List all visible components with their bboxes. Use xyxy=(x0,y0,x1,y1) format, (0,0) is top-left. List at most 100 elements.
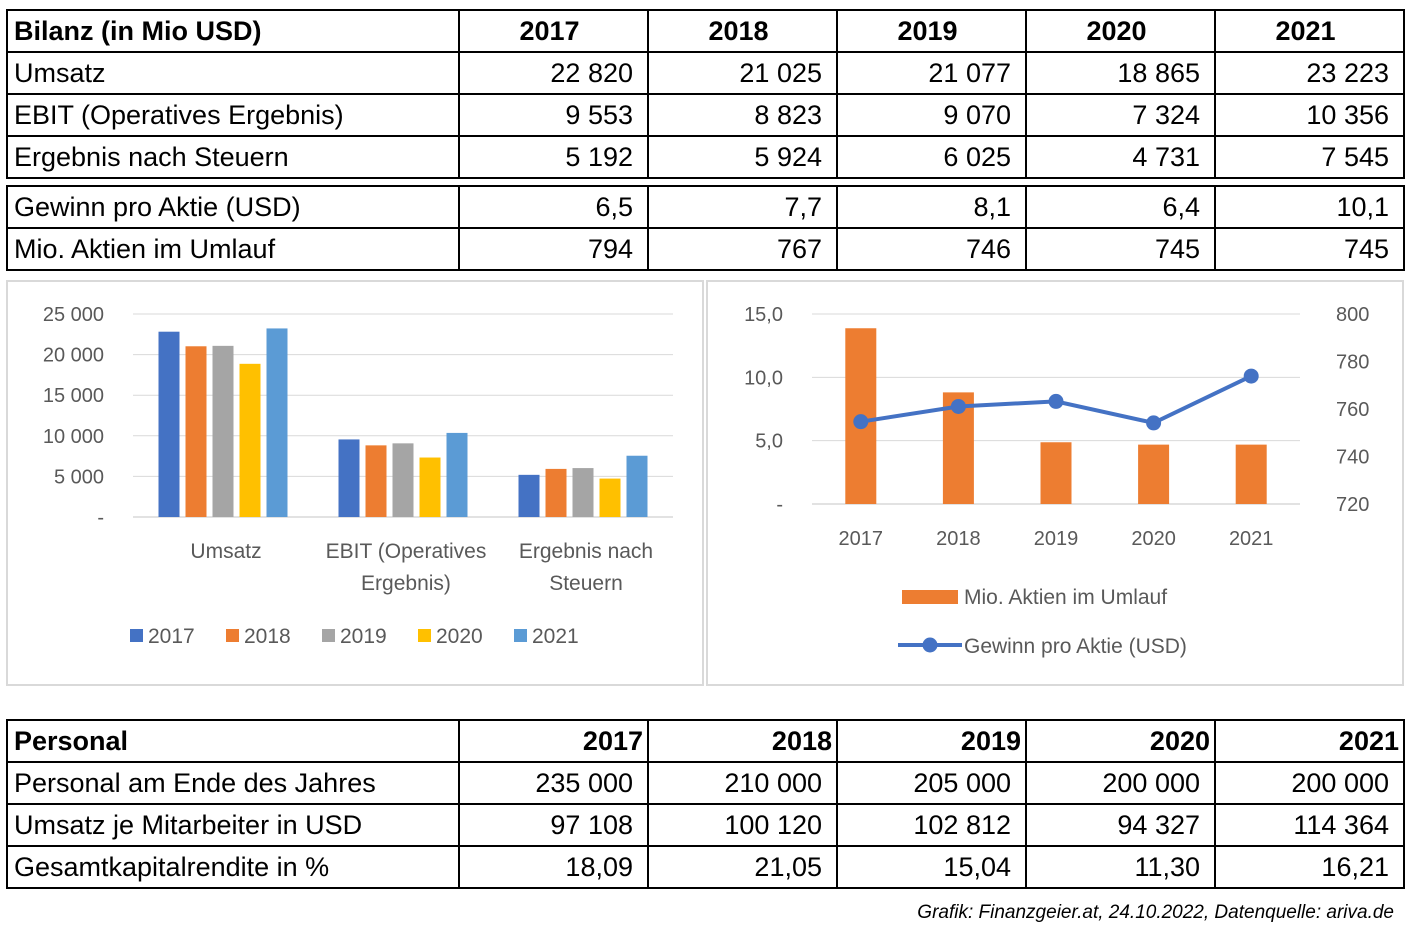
year-header: 2020 xyxy=(1025,719,1216,763)
x-tick-label: 2018 xyxy=(936,528,981,550)
grouped-bar-chart: - 5 000 10 000 15 000 20 000 25 000 Umsatz EBIT… xyxy=(43,304,673,648)
legend-swatch xyxy=(418,629,431,642)
row-label: Mio. Aktien im Umlauf xyxy=(6,227,460,271)
year-header: 2020 xyxy=(1025,9,1216,53)
table-cell: 23 223 xyxy=(1214,51,1405,95)
x-tick-label: 2017 xyxy=(839,528,884,550)
legend-swatch xyxy=(226,629,239,642)
table-cell: 5 924 xyxy=(647,135,838,179)
legend-label: 2021 xyxy=(532,625,579,648)
right-y-tick-label: 780 xyxy=(1336,352,1369,374)
personal-table: Personal 2017 2018 2019 2020 2021 Person… xyxy=(6,719,1405,889)
legend-swatch xyxy=(902,590,958,604)
personal-header-label: Personal xyxy=(6,719,460,763)
year-header: 2019 xyxy=(836,719,1027,763)
year-header: 2021 xyxy=(1214,9,1405,53)
table-cell: 18,09 xyxy=(458,845,649,889)
table-cell: 5 192 xyxy=(458,135,649,179)
table-cell: 97 108 xyxy=(458,803,649,847)
right-y-tick-label: 800 xyxy=(1336,304,1369,326)
table-cell: 16,21 xyxy=(1214,845,1405,889)
table-cell: 746 xyxy=(836,227,1027,271)
table-cell: 4 731 xyxy=(1025,135,1216,179)
bar-line-combo-chart: - 5,0 10,0 15,0 720 740 760 780 800 2017 2018 2019 2… xyxy=(744,304,1369,658)
y-tick-label: - xyxy=(97,507,104,529)
bar-shares-outstanding xyxy=(1235,444,1267,504)
table-row: EBIT (Operatives Ergebnis) 9 553 8 823 9… xyxy=(6,93,1405,137)
category-label: EBIT (Operatives xyxy=(326,540,487,563)
legend-marker xyxy=(922,637,938,653)
line-point xyxy=(853,414,869,430)
year-header: 2018 xyxy=(647,9,838,53)
category-label: Ergebnis nach xyxy=(519,540,653,563)
table-cell: 745 xyxy=(1025,227,1216,271)
bilanz-header-row: Bilanz (in Mio USD) 2017 2018 2019 2020 … xyxy=(6,9,1405,53)
row-label: Gewinn pro Aktie (USD) xyxy=(6,185,460,229)
row-label: EBIT (Operatives Ergebnis) xyxy=(6,93,460,137)
personal-header-row: Personal 2017 2018 2019 2020 2021 xyxy=(6,719,1405,763)
left-y-tick-label: 15,0 xyxy=(744,304,783,326)
legend-swatch xyxy=(130,629,143,642)
table-cell: 7 545 xyxy=(1214,135,1405,179)
table-row: Ergebnis nach Steuern 5 192 5 924 6 025 … xyxy=(6,135,1405,179)
y-tick-label: 5 000 xyxy=(54,466,104,488)
right-y-tick-label: 740 xyxy=(1336,447,1369,469)
table-row: Umsatz je Mitarbeiter in USD 97 108 100 … xyxy=(6,803,1405,847)
x-tick-label: 2019 xyxy=(1034,528,1079,550)
row-label: Gesamtkapitalrendite in % xyxy=(6,845,460,889)
table-cell: 7,7 xyxy=(647,185,838,229)
bar-2020 xyxy=(419,457,441,517)
bar-2017 xyxy=(158,331,180,517)
bar-2019 xyxy=(212,345,234,517)
row-label: Umsatz je Mitarbeiter in USD xyxy=(6,803,460,847)
year-header: 2017 xyxy=(458,719,649,763)
line-point xyxy=(1146,415,1162,431)
bar-2019 xyxy=(392,443,414,517)
table-row: Personal am Ende des Jahres 235 000 210 … xyxy=(6,761,1405,805)
table-cell: 102 812 xyxy=(836,803,1027,847)
table-cell: 9 553 xyxy=(458,93,649,137)
line-point xyxy=(950,398,966,414)
table-cell: 8 823 xyxy=(647,93,838,137)
source-note: Grafik: Finanzgeier.at, 24.10.2022, Date… xyxy=(917,902,1394,923)
bar-2021 xyxy=(266,328,288,517)
table-cell: 10 356 xyxy=(1214,93,1405,137)
legend-label: 2019 xyxy=(340,625,387,648)
year-header: 2017 xyxy=(458,9,649,53)
table-cell: 11,30 xyxy=(1025,845,1216,889)
bar-2020 xyxy=(239,363,261,517)
table-cell: 200 000 xyxy=(1214,761,1405,805)
left-y-tick-label: 10,0 xyxy=(744,367,783,389)
table-cell: 15,04 xyxy=(836,845,1027,889)
legend-label: Gewinn pro Aktie (USD) xyxy=(964,635,1187,658)
legend-label: Mio. Aktien im Umlauf xyxy=(964,586,1167,609)
bar-2017 xyxy=(518,474,540,517)
bar-shares-outstanding xyxy=(1040,442,1072,504)
legend-label: 2020 xyxy=(436,625,483,648)
left-y-tick-label: 5,0 xyxy=(755,431,783,453)
left-y-tick-label: - xyxy=(776,494,783,516)
line-point xyxy=(1048,393,1064,409)
bar-2020 xyxy=(599,478,621,517)
x-tick-label: 2021 xyxy=(1229,528,1274,550)
bar-2017 xyxy=(338,439,360,517)
table-cell: 100 120 xyxy=(647,803,838,847)
table-row: Gewinn pro Aktie (USD) 6,5 7,7 8,1 6,4 1… xyxy=(6,185,1405,229)
table-cell: 767 xyxy=(647,227,838,271)
x-tick-label: 2020 xyxy=(1131,528,1176,550)
year-header: 2021 xyxy=(1214,719,1405,763)
year-header: 2018 xyxy=(647,719,838,763)
bar-2018 xyxy=(545,468,567,517)
table-cell: 21,05 xyxy=(647,845,838,889)
legend-label: 2017 xyxy=(148,625,195,648)
y-tick-label: 15 000 xyxy=(43,385,104,407)
row-label: Personal am Ende des Jahres xyxy=(6,761,460,805)
bilanz-table: Bilanz (in Mio USD) 2017 2018 2019 2020 … xyxy=(6,9,1405,179)
table-cell: 210 000 xyxy=(647,761,838,805)
bar-chart-panel: - 5 000 10 000 15 000 20 000 25 000 Umsatz EBIT… xyxy=(6,280,704,686)
table-cell: 794 xyxy=(458,227,649,271)
category-label: Steuern xyxy=(549,572,623,595)
table-row: Umsatz 22 820 21 025 21 077 18 865 23 22… xyxy=(6,51,1405,95)
table-cell: 745 xyxy=(1214,227,1405,271)
bar-2021 xyxy=(626,455,648,517)
